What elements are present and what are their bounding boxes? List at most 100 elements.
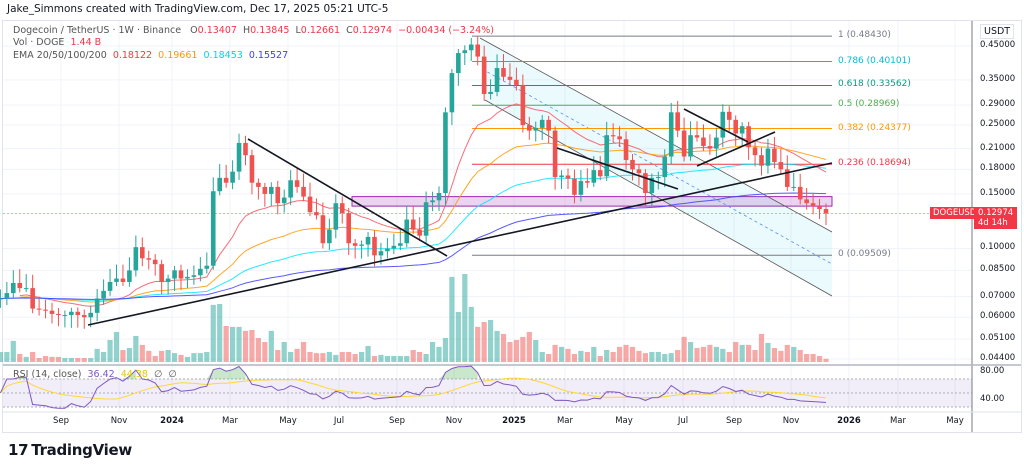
volume-bar: [423, 354, 429, 362]
volume-bar: [391, 356, 397, 362]
rsi-na-1: ∅: [154, 369, 163, 380]
price-tick-label: 0.08500: [980, 264, 1016, 275]
currency-button[interactable]: USDT: [980, 24, 1015, 39]
price-tick-label: 0.07000: [980, 290, 1016, 301]
candle-body: [539, 119, 545, 128]
volume-bar: [42, 356, 49, 362]
change-value: −0.00434 (−3.24%): [398, 25, 494, 36]
volume-bar: [230, 326, 236, 362]
volume-bar: [539, 352, 545, 362]
candle-body: [662, 156, 668, 178]
volume-bar: [88, 358, 94, 362]
candle-body: [694, 135, 700, 138]
candle-body: [565, 175, 571, 179]
candle-body: [681, 130, 687, 157]
channel-trendline: [556, 147, 679, 190]
candle-body: [462, 50, 468, 54]
candle-body: [449, 73, 455, 113]
candle-body: [236, 142, 242, 172]
rsi-line: [0, 365, 827, 409]
candle-body: [210, 191, 216, 266]
brand-name: TradingView: [31, 441, 132, 459]
candle-body: [656, 177, 661, 179]
candle-body: [597, 170, 603, 177]
candle-body: [262, 186, 268, 194]
candle-body: [617, 136, 622, 140]
candle-body: [107, 281, 113, 291]
volume-bar: [223, 326, 229, 362]
volume-bar: [326, 352, 332, 362]
volume-bar: [816, 356, 823, 362]
rsi-overbought-fill: [239, 366, 246, 379]
volume-bar: [113, 332, 120, 362]
volume-bar: [139, 344, 145, 362]
volume-legend[interactable]: Vol · DOGE 1.44 B: [13, 37, 101, 48]
candle-body: [746, 126, 751, 148]
rsi-label: RSI (14, close): [13, 369, 82, 380]
volume-bar: [578, 350, 584, 362]
volume-bar: [159, 350, 165, 362]
time-tick-label: Jul: [677, 416, 689, 426]
volume-bar: [488, 320, 494, 362]
volume-bar: [294, 348, 300, 362]
candle-body: [301, 186, 306, 197]
candle-body: [501, 68, 506, 77]
rsi-legend[interactable]: RSI (14, close) 36.42 44.38 ∅ ∅: [13, 369, 177, 380]
volume-bar: [262, 342, 268, 362]
candle-body: [49, 310, 55, 314]
last-price-tag: 0.12974 4d 14h: [974, 207, 1018, 230]
candle-body: [372, 236, 377, 256]
candle-body: [88, 312, 93, 318]
ema-legend[interactable]: EMA 20/50/100/200 0.18122 0.19661 0.1845…: [13, 50, 288, 61]
fib-level-label: 0.786 (0.40101): [838, 55, 911, 66]
candle-body: [797, 186, 803, 200]
symbol-title[interactable]: Dogecoin / TetherUS · 1W · Binance: [13, 25, 182, 36]
volume-bar: [101, 352, 107, 362]
volume-bar: [339, 352, 345, 362]
volume-bar: [668, 353, 674, 362]
volume-bar: [617, 346, 623, 362]
candle-body: [649, 177, 655, 194]
fib-level-label: 0.236 (0.18694): [838, 158, 911, 169]
price-tick-label: 0.10000: [980, 242, 1016, 253]
channel-fill: [480, 38, 832, 296]
price-tick-label: 0.29000: [980, 99, 1016, 110]
volume-bar: [300, 342, 307, 362]
volume-bar: [636, 350, 642, 362]
volume-bar: [365, 346, 371, 362]
volume-bar: [642, 353, 648, 362]
volume-bar: [268, 330, 274, 362]
volume-bar: [739, 344, 745, 362]
tradingview-logo[interactable]: 𝟭𝟳 TradingView: [8, 441, 132, 459]
volume-bar: [584, 352, 590, 362]
price-tick-label: 0.25000: [980, 119, 1016, 130]
ascending-trendline: [87, 162, 833, 326]
volume-bar: [629, 346, 636, 362]
volume-bar: [55, 356, 62, 362]
volume-bar: [417, 352, 423, 362]
volume-bar: [346, 352, 352, 362]
volume-bar: [526, 332, 532, 362]
candle-body: [443, 112, 448, 194]
wedge-upper-trendline: [683, 108, 749, 143]
volume-bar: [152, 356, 158, 362]
volume-bar: [49, 356, 55, 362]
candle-body: [778, 162, 784, 170]
time-tick-label: Sep: [52, 416, 70, 426]
time-tick-label: 2026: [837, 416, 861, 426]
volume-bar: [507, 342, 513, 362]
candle-body: [785, 169, 790, 187]
rsi-tick-label: 40.00: [980, 394, 1005, 404]
volume-bar: [707, 344, 713, 362]
candle-body: [630, 159, 635, 170]
candle-body: [56, 313, 61, 316]
volume-bar: [236, 326, 242, 362]
time-tick-label: Nov: [110, 416, 128, 426]
volume-bar: [404, 356, 410, 362]
volume-bar: [468, 306, 474, 362]
candle-body: [436, 193, 442, 201]
volume-bar: [765, 342, 771, 362]
volume-bar: [81, 358, 87, 362]
volume-bar: [333, 354, 339, 362]
